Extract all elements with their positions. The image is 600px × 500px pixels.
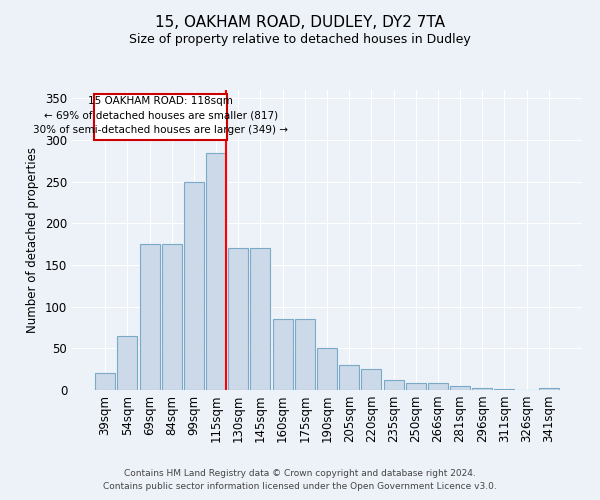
Bar bbox=[94, 94, 227, 140]
Bar bbox=[295, 319, 315, 390]
Bar bbox=[539, 388, 559, 390]
Text: 15 OAKHAM ROAD: 118sqm: 15 OAKHAM ROAD: 118sqm bbox=[88, 96, 233, 106]
Text: ← 69% of detached houses are smaller (817): ← 69% of detached houses are smaller (81… bbox=[44, 110, 278, 120]
Bar bbox=[162, 244, 182, 390]
Bar bbox=[450, 386, 470, 390]
Bar bbox=[383, 380, 404, 390]
Bar bbox=[472, 388, 492, 390]
Bar bbox=[428, 384, 448, 390]
Bar bbox=[250, 248, 271, 390]
Text: 30% of semi-detached houses are larger (349) →: 30% of semi-detached houses are larger (… bbox=[33, 124, 288, 134]
Bar bbox=[184, 182, 204, 390]
Bar bbox=[95, 374, 115, 390]
Bar bbox=[272, 319, 293, 390]
Text: Contains public sector information licensed under the Open Government Licence v3: Contains public sector information licen… bbox=[103, 482, 497, 491]
Bar bbox=[406, 384, 426, 390]
Y-axis label: Number of detached properties: Number of detached properties bbox=[26, 147, 40, 333]
Text: Contains HM Land Registry data © Crown copyright and database right 2024.: Contains HM Land Registry data © Crown c… bbox=[124, 468, 476, 477]
Bar bbox=[118, 336, 137, 390]
Bar bbox=[140, 244, 160, 390]
Bar bbox=[361, 369, 382, 390]
Bar bbox=[317, 348, 337, 390]
Bar bbox=[494, 389, 514, 390]
Bar bbox=[228, 248, 248, 390]
Bar bbox=[206, 152, 226, 390]
Text: Size of property relative to detached houses in Dudley: Size of property relative to detached ho… bbox=[129, 32, 471, 46]
Text: 15, OAKHAM ROAD, DUDLEY, DY2 7TA: 15, OAKHAM ROAD, DUDLEY, DY2 7TA bbox=[155, 15, 445, 30]
Bar bbox=[339, 365, 359, 390]
